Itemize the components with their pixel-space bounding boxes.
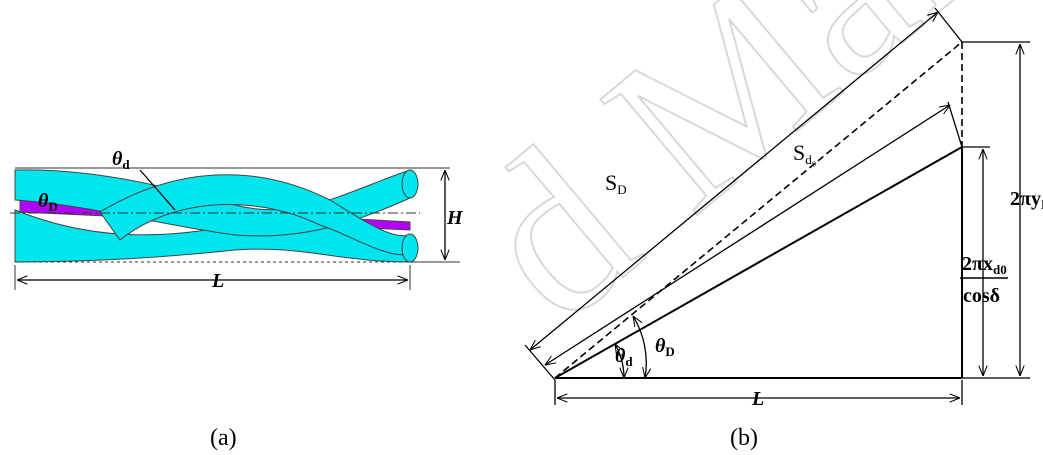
caption: (a) (210, 425, 237, 451)
symbol: θ (112, 148, 123, 170)
subscript: D (665, 344, 674, 359)
symbol: S (605, 170, 617, 195)
subscript: D (617, 182, 626, 197)
symbol: θ (38, 190, 49, 212)
subscript: D (48, 199, 57, 214)
H-label: H (446, 207, 464, 229)
twisted-strands (10, 168, 460, 290)
figure: d Man θd θD H L (a) SD Sd₀ 2πyD 2πxd0 co… (0, 0, 1043, 455)
x-label-denominator: cosδ (963, 285, 1000, 307)
symbol: S (793, 140, 805, 165)
L-label: L (751, 388, 764, 410)
symbol: θ (655, 335, 666, 357)
subscript: d0 (993, 262, 1007, 277)
theta-D-label: θD (655, 335, 675, 359)
subscript: d (625, 354, 633, 369)
subscript: d (122, 157, 130, 172)
prefix: 2πx (962, 253, 993, 275)
L-label: L (211, 270, 224, 292)
y-label: 2πyD (1010, 188, 1043, 212)
watermark: d Man (428, 0, 1043, 368)
prefix: 2πy (1010, 188, 1041, 210)
x-label: 2πxd0 (962, 253, 1007, 277)
theta-d-label: θd (615, 345, 633, 369)
subscript: d₀ (805, 152, 816, 167)
theta-d-label: θd (112, 148, 130, 172)
symbol: θ (615, 345, 626, 367)
caption: (b) (730, 425, 758, 451)
